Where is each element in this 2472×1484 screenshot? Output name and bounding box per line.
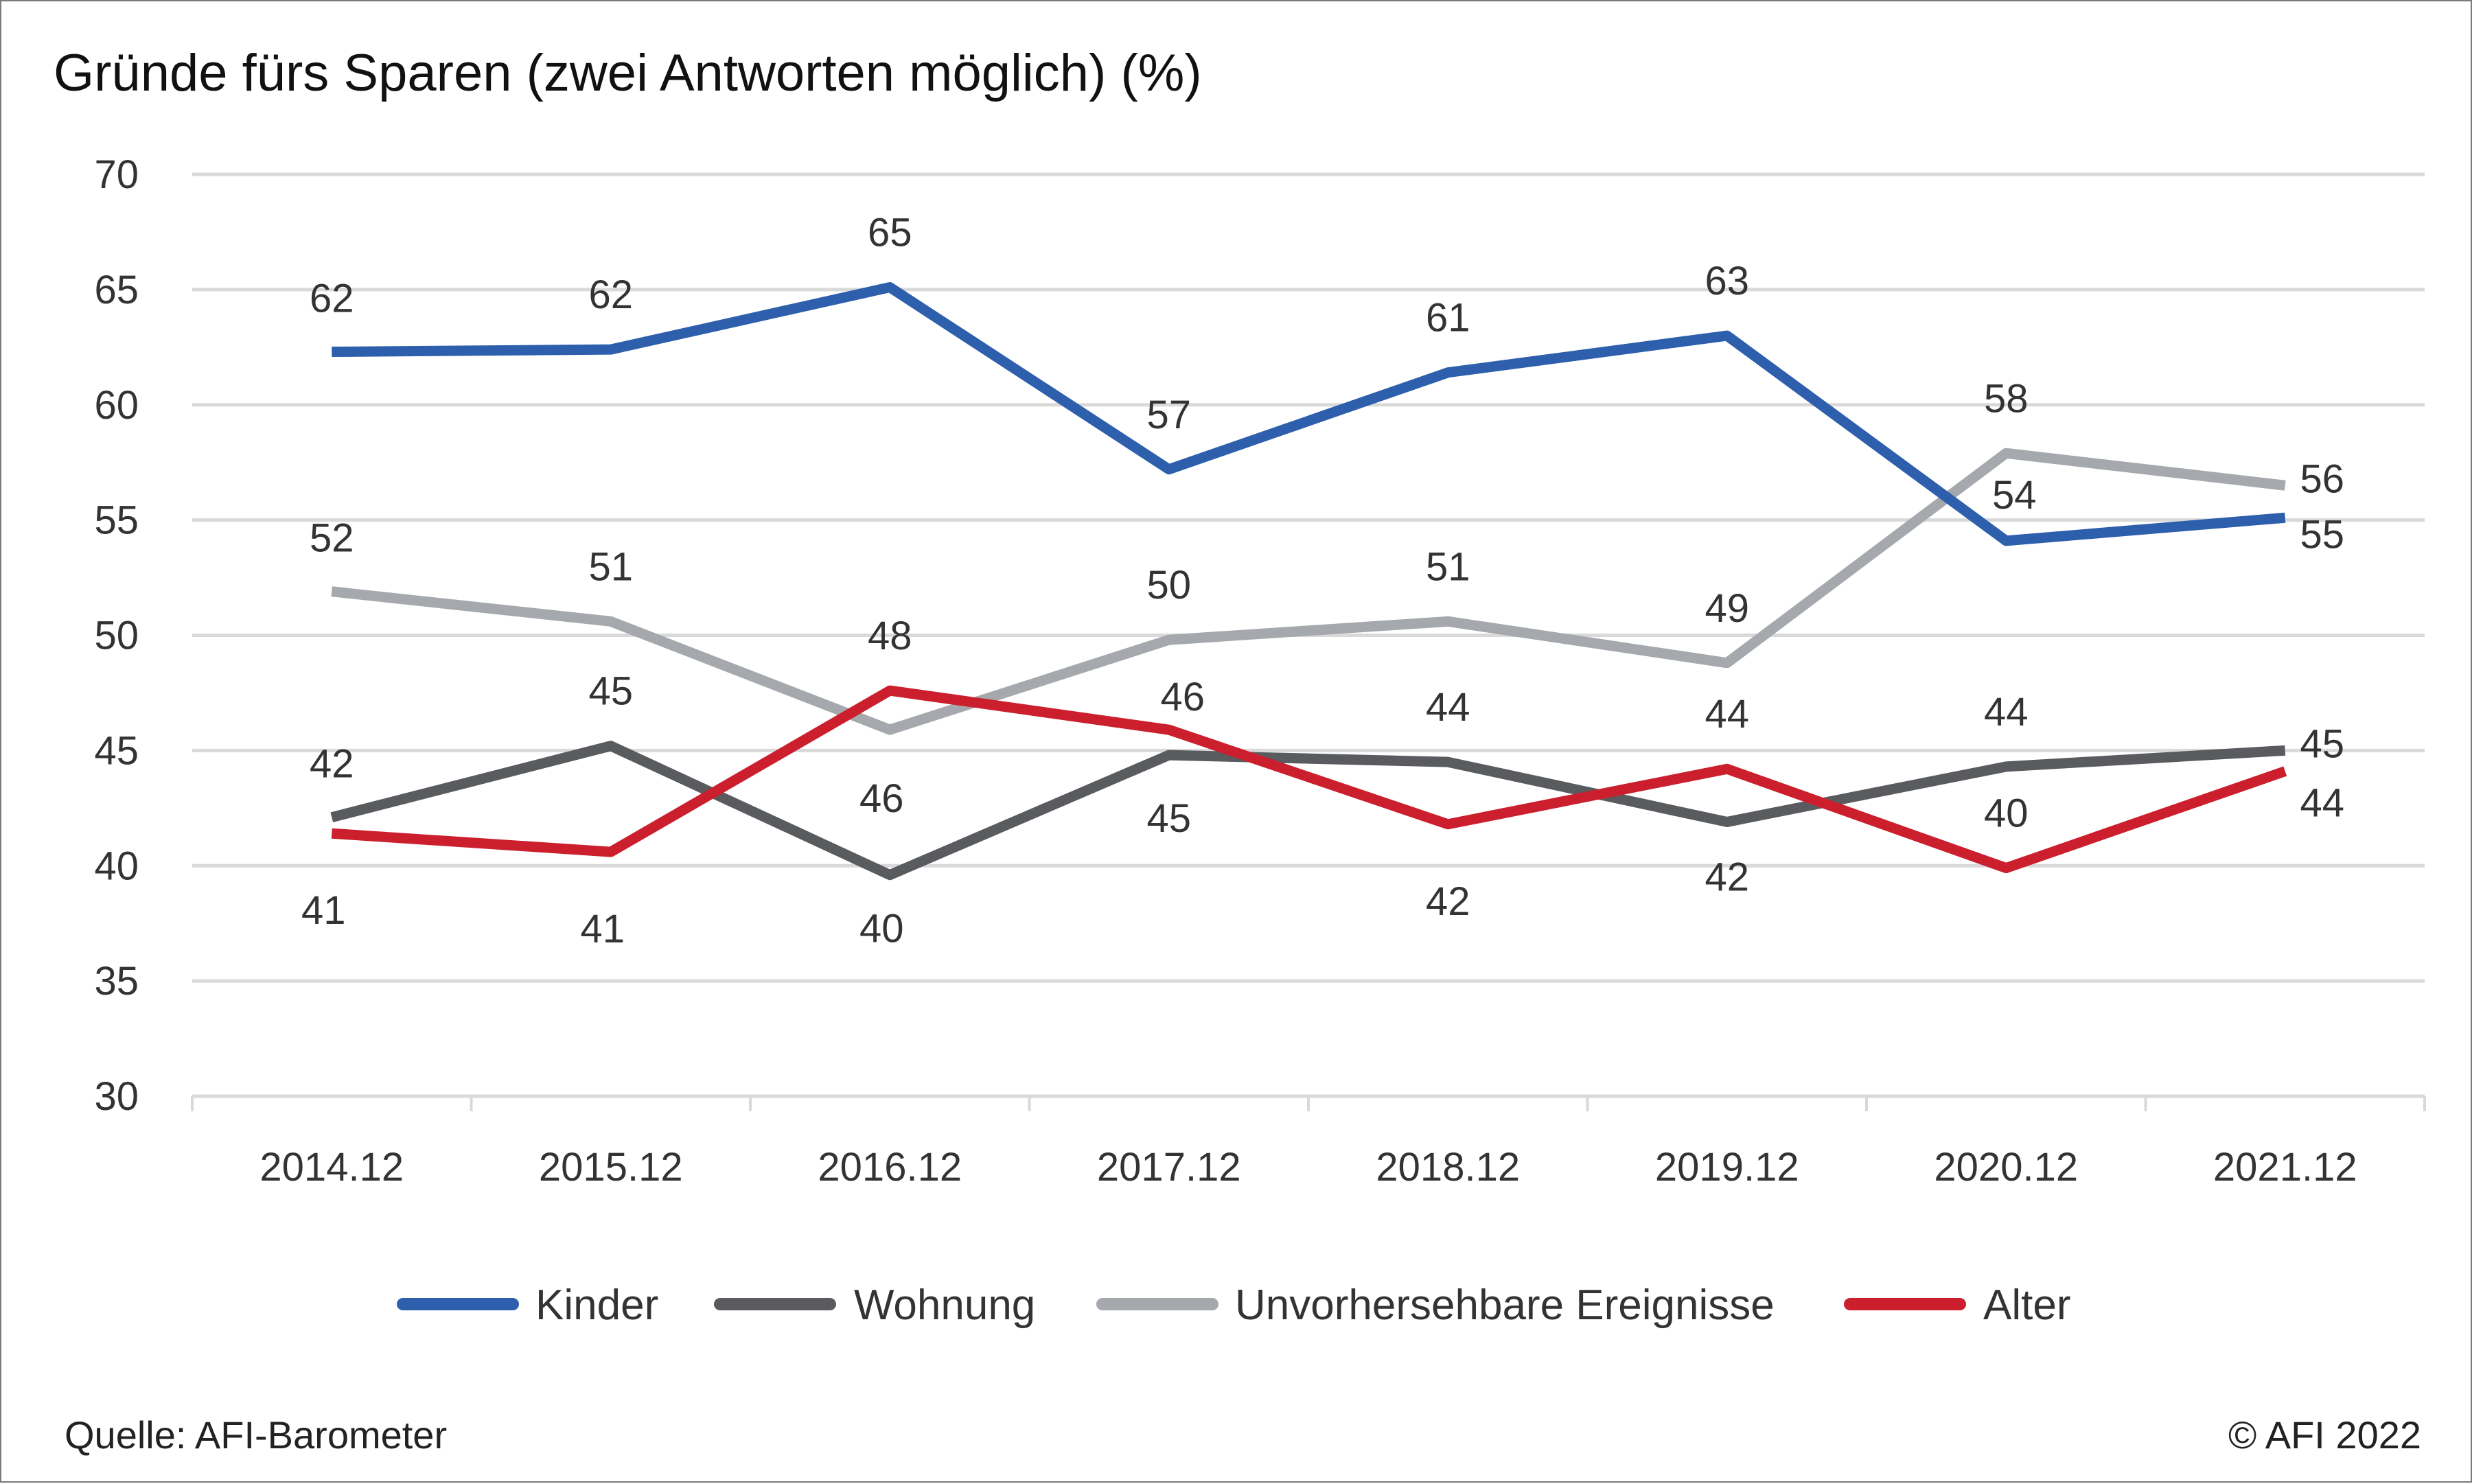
source-note: Quelle: AFI-Barometer [65,1413,447,1457]
data-label: 44 [2300,781,2344,826]
data-label: 46 [1160,675,1205,719]
data-label: 54 [1992,473,2037,518]
data-label: 44 [1984,690,2029,734]
y-tick-label: 65 [94,268,139,312]
data-label: 40 [859,907,904,951]
legend-label: Alter [1983,1282,2070,1329]
y-tick-label: 60 [94,383,139,428]
x-axis-ticks: 2014.12 2015.12 2016.12 2017.12 2018.12 2019.… [259,1145,2357,1190]
y-axis-ticks: 30 35 40 45 50 55 60 65 70 [94,152,139,1119]
series-lines [330,282,2287,881]
data-label: 42 [1426,879,1470,924]
x-tick-label: 2014.12 [259,1145,404,1190]
x-tick-label: 2016.12 [818,1145,962,1190]
data-label: 49 [1705,586,1749,631]
data-label: 45 [2300,721,2344,766]
x-tick-label: 2020.12 [1934,1145,2078,1190]
series-line-alter [331,685,2287,874]
data-label: 61 [1426,296,1470,340]
data-label: 62 [588,273,633,317]
copyright-note: © AFI 2022 [2228,1413,2421,1457]
series-line-kinder [332,282,2286,546]
y-tick-label: 50 [94,614,139,658]
x-tick-label: 2015.12 [539,1145,683,1190]
data-label: 52 [310,516,354,561]
data-label: 45 [1146,796,1191,841]
data-label: 58 [1984,376,2029,421]
data-label: 44 [1426,685,1470,730]
data-label: 45 [588,669,633,714]
data-label: 65 [868,211,912,255]
data-label: 62 [310,277,354,321]
x-tick-label: 2021.12 [2213,1145,2357,1190]
data-labels: 62 62 65 57 61 63 54 55 42 45 40 45 44 42 44 45 52 51 46 50… [301,211,2344,952]
data-label: 46 [859,776,904,821]
x-tick-label: 2018.12 [1376,1145,1520,1190]
legend-label: Unvorhersehbare Ereignisse [1235,1282,1775,1329]
data-label: 48 [868,614,912,658]
y-tick-label: 70 [94,152,139,197]
x-tick-label: 2017.12 [1097,1145,1241,1190]
legend-label: Wohnung [854,1282,1035,1329]
data-label: 40 [1984,791,2029,836]
data-label: 41 [301,888,346,933]
legend-label: Kinder [535,1282,658,1329]
data-label: 50 [1146,563,1191,607]
data-label: 42 [1705,855,1749,899]
series-line-wohnung [330,741,2286,881]
data-label: 51 [588,544,633,589]
data-label: 63 [1705,259,1749,303]
y-tick-label: 40 [94,844,139,888]
gridlines [191,172,2426,1111]
legend: Kinder Wohnung Unvorhersehbare Ereignisse A… [397,1282,2070,1329]
x-tick-label: 2019.12 [1655,1145,1799,1190]
data-label: 51 [1426,544,1470,589]
data-label: 57 [1146,393,1191,437]
data-label: 55 [2300,512,2344,557]
data-label: 44 [1705,692,1749,737]
chart-title: Gründe fürs Sparen (zwei Antworten mögli… [54,44,1202,102]
data-label: 56 [2300,456,2344,501]
y-tick-label: 35 [94,959,139,1004]
data-label: 42 [310,742,354,787]
y-tick-label: 45 [94,728,139,773]
data-label: 41 [580,907,625,951]
series-line-unvorhersehbare-ereignisse [331,448,2286,735]
y-tick-label: 30 [94,1074,139,1119]
y-tick-label: 55 [94,498,139,543]
